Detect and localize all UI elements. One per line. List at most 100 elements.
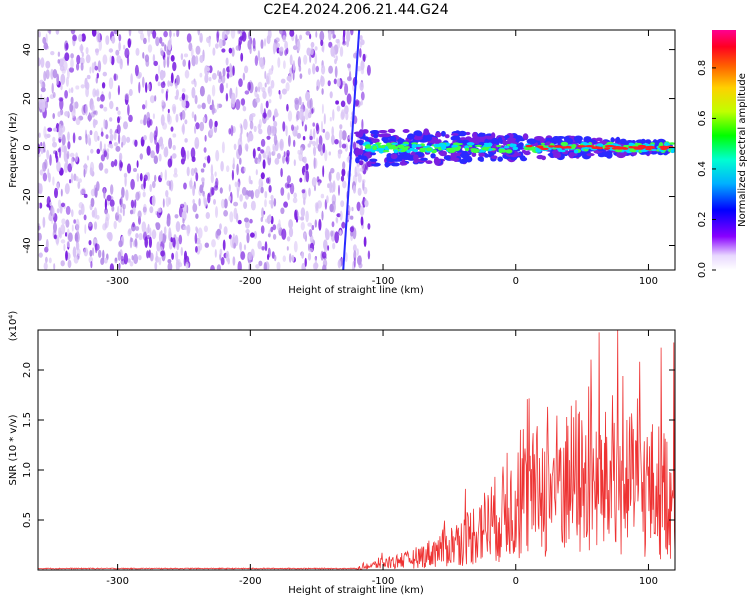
noise-dot <box>186 166 190 177</box>
noise-dot <box>208 77 212 82</box>
noise-dot <box>142 203 147 216</box>
noise-dot <box>214 171 217 177</box>
signal-core-dot <box>503 145 510 149</box>
noise-dot <box>186 33 192 43</box>
noise-dot <box>304 257 307 267</box>
colorbar-tick-label: 0.2 <box>697 212 708 228</box>
noise-dot <box>276 261 281 270</box>
y-tick-label: 1.5 <box>22 412 33 428</box>
noise-dot <box>76 242 80 251</box>
noise-dot <box>46 96 49 103</box>
noise-dot <box>88 222 92 227</box>
noise-dot <box>100 154 105 162</box>
noise-dot <box>263 262 267 270</box>
noise-dot <box>274 254 277 262</box>
noise-dot <box>336 105 341 112</box>
noise-dot <box>308 243 310 251</box>
noise-dot <box>135 233 139 239</box>
signal-dot <box>610 137 615 143</box>
noise-dot <box>171 252 175 260</box>
chart-title: C2E4.2024.206.21.44.G24 <box>263 2 448 18</box>
noise-dot <box>76 248 81 257</box>
noise-dot <box>142 52 145 59</box>
noise-dot <box>211 84 216 97</box>
noise-dot <box>104 222 108 229</box>
signal-core-dot <box>471 148 480 154</box>
noise-dot <box>340 175 345 182</box>
noise-dot <box>315 31 318 38</box>
noise-dot <box>38 225 41 230</box>
colorbar: 0.0 0.2 0.4 0.6 0.8 Normalized spectral ampl… <box>697 30 748 278</box>
noise-dot <box>188 59 191 70</box>
noise-dot <box>94 65 99 71</box>
signal-core-dot <box>433 143 442 148</box>
noise-dot <box>149 131 154 144</box>
signal-core-dot <box>441 145 447 151</box>
x-tick-label: 100 <box>639 276 658 287</box>
noise-dot <box>39 202 43 209</box>
x-tick-label: 100 <box>639 576 658 587</box>
noise-dot <box>201 102 206 110</box>
noise-dot <box>158 153 162 162</box>
signal-dot <box>443 155 451 161</box>
noise-dot <box>260 186 264 194</box>
noise-dot <box>60 188 63 197</box>
noise-dot <box>231 169 234 181</box>
noise-dot <box>204 134 207 142</box>
noise-dot <box>288 219 293 229</box>
noise-dot <box>170 55 175 62</box>
noise-dot <box>316 137 319 149</box>
noise-dot <box>186 150 190 160</box>
noise-dot <box>260 102 264 115</box>
noise-dot <box>127 38 131 49</box>
noise-dot <box>40 93 43 102</box>
noise-dot <box>220 198 225 209</box>
noise-dot <box>330 230 334 237</box>
noise-dot <box>182 218 185 224</box>
noise-dot <box>307 252 312 261</box>
signal-dot <box>547 153 554 157</box>
noise-dot <box>119 198 122 205</box>
noise-dot <box>167 115 172 125</box>
signal-dot <box>435 132 442 138</box>
noise-dot <box>199 121 205 132</box>
noise-dot <box>359 205 365 216</box>
noise-dot <box>143 135 147 141</box>
noise-dot <box>134 238 138 248</box>
signal-dot <box>459 159 466 164</box>
noise-dot <box>118 262 121 270</box>
colorbar-tick-label: 0.4 <box>697 161 708 177</box>
noise-dot <box>146 111 151 122</box>
noise-dot <box>296 40 301 52</box>
noise-dot <box>101 82 106 89</box>
y-tick-label: -40 <box>22 237 33 253</box>
noise-dot <box>173 32 176 37</box>
noise-dot <box>80 189 83 196</box>
noise-dot <box>172 237 176 248</box>
noise-dot <box>318 135 323 147</box>
noise-dot <box>115 129 119 134</box>
noise-dot <box>356 248 359 256</box>
noise-dot <box>117 205 120 216</box>
noise-dot <box>165 90 168 102</box>
noise-dot <box>67 68 70 79</box>
noise-dot <box>109 263 114 270</box>
noise-dot <box>291 254 295 263</box>
noise-dot <box>127 104 130 116</box>
noise-dot <box>151 229 157 240</box>
noise-dot <box>238 144 243 156</box>
noise-dot <box>94 110 98 116</box>
noise-dot <box>292 197 298 204</box>
noise-dot <box>172 153 177 159</box>
noise-dot <box>103 106 108 112</box>
noise-dot <box>191 80 195 85</box>
noise-dot <box>262 112 267 119</box>
noise-dot <box>273 134 278 146</box>
noise-dot <box>120 255 124 262</box>
noise-dot <box>96 148 101 154</box>
noise-dot <box>297 215 300 221</box>
noise-dot <box>91 62 95 74</box>
signal-dot <box>553 152 562 159</box>
signal-dot <box>373 134 379 139</box>
